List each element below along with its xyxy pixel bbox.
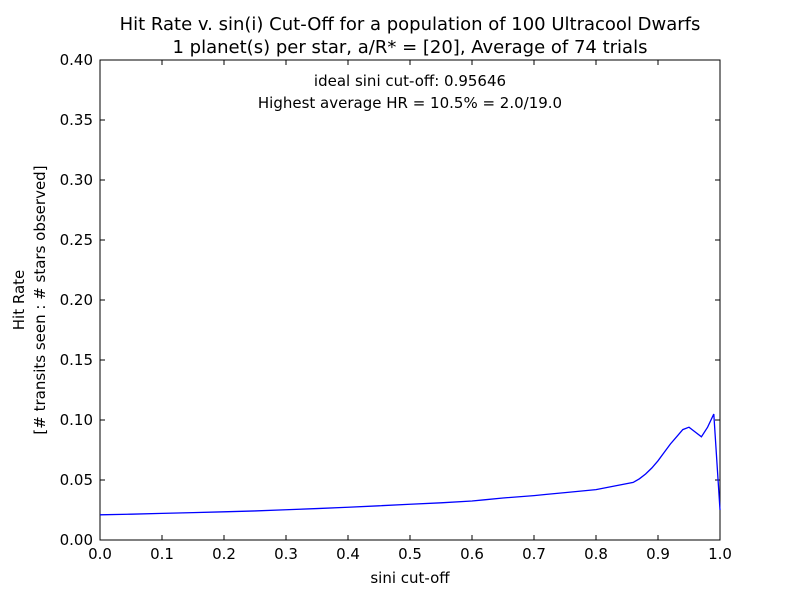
x-tick-label: 0.3 — [274, 545, 298, 563]
x-tick-label: 0.9 — [646, 545, 670, 563]
x-tick-label: 0.0 — [88, 545, 112, 563]
series-line — [99, 413, 721, 516]
y-tick-label: 0.30 — [60, 171, 93, 189]
y-tick-label: 0.40 — [60, 51, 93, 69]
x-tick-label: 0.4 — [336, 545, 360, 563]
y-axis-label-line-1: Hit Rate — [10, 270, 28, 331]
y-tick-label: 0.05 — [60, 471, 93, 489]
title-line-2: 1 planet(s) per star, a/R* = [20], Avera… — [173, 37, 648, 58]
y-tick-label: 0.10 — [60, 411, 93, 429]
x-tick-label: 0.8 — [584, 545, 608, 563]
x-tick-label: 1.0 — [708, 545, 732, 563]
annotations: ideal sini cut-off: 0.95646 Highest aver… — [258, 72, 562, 112]
x-axis-label: sini cut-off — [370, 569, 450, 587]
annotation-ideal-cutoff: ideal sini cut-off: 0.95646 — [314, 72, 506, 90]
y-tick-label: 0.00 — [60, 531, 93, 549]
x-tick-label: 0.1 — [150, 545, 174, 563]
y-axis-ticks: 0.00 0.05 0.10 0.15 0.20 0.25 0.30 0.35 0.40 — [60, 51, 720, 549]
x-axis-ticks: 0.0 0.1 0.2 0.3 0.4 0.5 0.6 0.7 0.8 0.9 1.0 — [88, 60, 732, 563]
x-tick-label: 0.7 — [522, 545, 546, 563]
x-tick-label: 0.5 — [398, 545, 422, 563]
y-tick-label: 0.20 — [60, 291, 93, 309]
y-axis-label: Hit Rate [# transits seen : # stars obse… — [10, 165, 49, 434]
x-tick-label: 0.2 — [212, 545, 236, 563]
annotation-highest-hr: Highest average HR = 10.5% = 2.0/19.0 — [258, 94, 562, 112]
y-axis-label-line-2: [# transits seen : # stars observed] — [31, 165, 49, 434]
y-tick-label: 0.15 — [60, 351, 93, 369]
plot-area-frame — [99, 59, 721, 541]
x-tick-label: 0.6 — [460, 545, 484, 563]
title-line-1: Hit Rate v. sin(i) Cut-Off for a populat… — [120, 14, 701, 35]
y-tick-label: 0.25 — [60, 231, 93, 249]
chart-title: Hit Rate v. sin(i) Cut-Off for a populat… — [120, 14, 701, 58]
y-tick-label: 0.35 — [60, 111, 93, 129]
